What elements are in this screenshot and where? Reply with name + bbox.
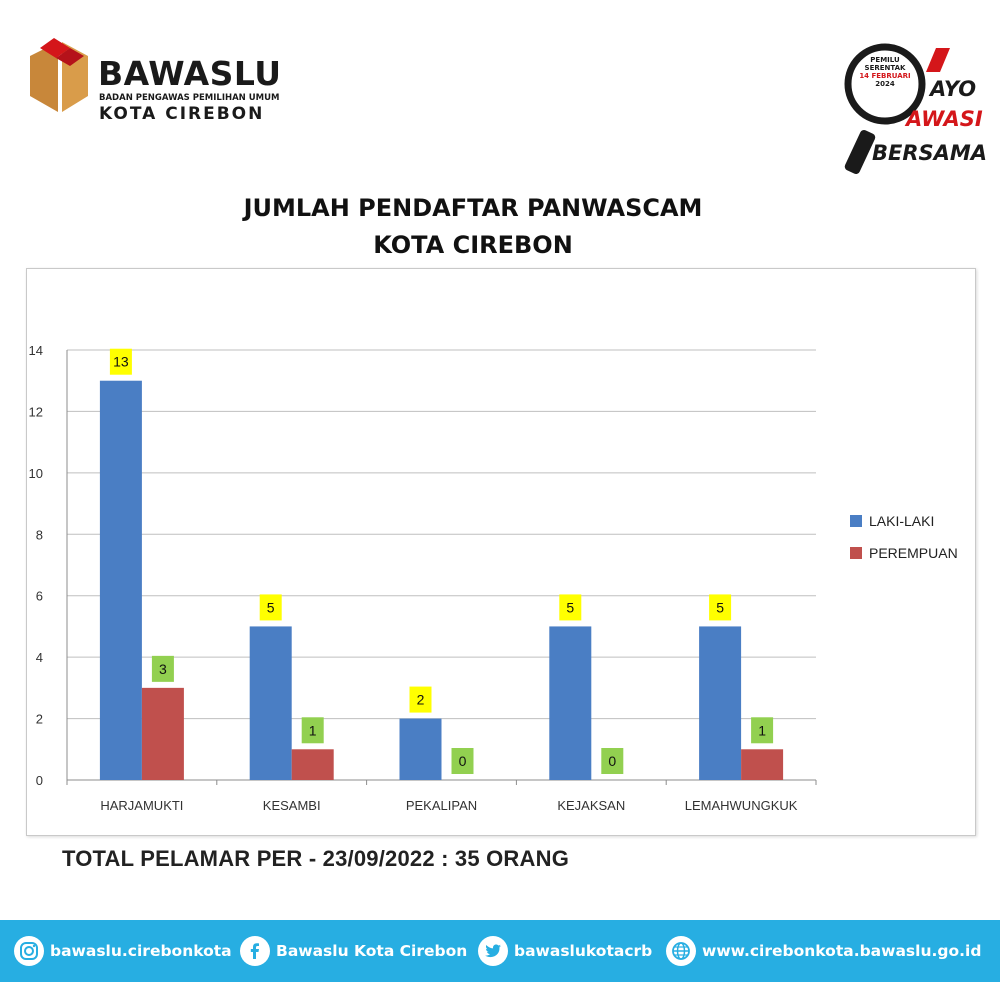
- data-label: 5: [566, 599, 574, 615]
- data-label-box: [751, 717, 774, 744]
- chart-title-line2: KOTA CIREBON: [373, 231, 573, 259]
- badge-line2: SERENTAK: [864, 64, 906, 72]
- website-url: www.cirebonkota.bawaslu.go.id: [702, 942, 982, 960]
- twitter-icon: [478, 936, 508, 966]
- instagram-handle: bawaslu.cirebonkota: [50, 942, 232, 960]
- data-label-box: [601, 748, 624, 774]
- bar-perempuan: [291, 749, 334, 780]
- y-tick-label: 4: [36, 650, 43, 665]
- data-label: 13: [113, 354, 129, 370]
- y-tick-label: 0: [36, 773, 43, 788]
- instagram-icon: [14, 936, 44, 966]
- bar-laki-laki: [549, 626, 592, 780]
- bawaslu-logo: BAWASLU BADAN PENGAWAS PEMILIHAN UMUM KO…: [26, 34, 281, 124]
- data-label-box: [451, 748, 474, 774]
- bar-chart: 02468101214HARJAMUKTI133KESAMBI51PEKALIP…: [29, 343, 958, 813]
- bar-laki-laki: [399, 718, 442, 780]
- badge-line3: 14 FEBRUARI: [859, 72, 911, 80]
- tagline-awasi: AWASI: [906, 107, 983, 131]
- bawaslu-logo-icon: [30, 38, 88, 112]
- brand-subtitle: BADAN PENGAWAS PEMILIHAN UMUM: [99, 93, 280, 103]
- data-label: 1: [309, 722, 317, 738]
- legend-swatch: [850, 515, 862, 527]
- twitter-handle: bawaslukotacrb: [514, 942, 653, 960]
- y-tick-label: 14: [29, 343, 43, 358]
- footer-facebook[interactable]: Bawaslu Kota Cirebon: [240, 920, 467, 982]
- ayo-awasi-bersama-badge: PEMILU SERENTAK 14 FEBRUARI 2024 AYO AWA…: [840, 42, 987, 182]
- globe-icon: [666, 936, 696, 966]
- brand-city: KOTA CIREBON: [99, 104, 265, 124]
- data-label: 2: [417, 692, 425, 708]
- tagline-ayo: AYO: [930, 77, 977, 101]
- y-tick-label: 12: [29, 404, 43, 419]
- footer-instagram[interactable]: bawaslu.cirebonkota: [14, 920, 232, 982]
- data-label-box: [409, 686, 432, 713]
- badge-line1: PEMILU: [870, 56, 900, 64]
- tagline-bersama: BERSAMA: [872, 141, 988, 165]
- chart-frame: 0 2 4 6 8 10 12 14 HARJAMUKTI 13 3 KESAMBI 5 1 PEKALIP…: [26, 268, 976, 836]
- magnifier-badge-icon: [844, 43, 950, 175]
- badge-line4: 2024: [875, 80, 895, 88]
- bar-perempuan: [741, 749, 784, 780]
- x-tick-label: KESAMBI: [263, 798, 321, 813]
- bar-laki-laki: [99, 380, 142, 780]
- data-label-box: [559, 594, 582, 621]
- bar-laki-laki: [249, 626, 292, 780]
- footer-twitter[interactable]: bawaslukotacrb: [478, 920, 652, 982]
- legend-swatch: [850, 547, 862, 559]
- bar-laki-laki: [699, 626, 742, 780]
- legend-label: LAKI-LAKI: [869, 513, 934, 529]
- data-label: 1: [758, 722, 766, 738]
- footer-bar: bawaslu.cirebonkota Bawaslu Kota Cirebon…: [0, 920, 1000, 982]
- x-tick-label: KEJAKSAN: [557, 798, 625, 813]
- facebook-page: Bawaslu Kota Cirebon: [276, 942, 468, 960]
- data-label: 3: [159, 661, 167, 677]
- x-tick-label: HARJAMUKTI: [100, 798, 183, 813]
- y-tick-label: 8: [36, 527, 43, 542]
- data-label-box: [151, 655, 174, 682]
- bar-perempuan: [141, 687, 184, 780]
- badge-date-text: PEMILU SERENTAK 14 FEBRUARI 2024: [852, 56, 918, 88]
- total-applicants-text: TOTAL PELAMAR PER - 23/09/2022 : 35 ORAN…: [62, 846, 570, 871]
- y-tick-label: 6: [36, 589, 43, 604]
- data-label-box: [109, 348, 132, 375]
- y-tick-label: 2: [36, 712, 43, 727]
- brand-name: BAWASLU: [98, 54, 282, 93]
- footer-website[interactable]: www.cirebonkota.bawaslu.go.id: [666, 920, 981, 982]
- data-label: 0: [459, 753, 467, 769]
- chart-title-line1: JUMLAH PENDAFTAR PANWASCAM: [243, 194, 703, 222]
- facebook-icon: [240, 936, 270, 966]
- data-label-box: [709, 594, 732, 621]
- data-label: 5: [267, 599, 275, 615]
- y-tick-label: 10: [29, 466, 43, 481]
- x-tick-label: PEKALIPAN: [406, 798, 477, 813]
- x-tick-label: LEMAHWUNGKUK: [685, 798, 798, 813]
- data-label-box: [301, 717, 324, 744]
- legend-label: PEREMPUAN: [869, 545, 958, 561]
- data-label: 5: [716, 599, 724, 615]
- data-label-box: [259, 594, 282, 621]
- data-label: 0: [608, 753, 616, 769]
